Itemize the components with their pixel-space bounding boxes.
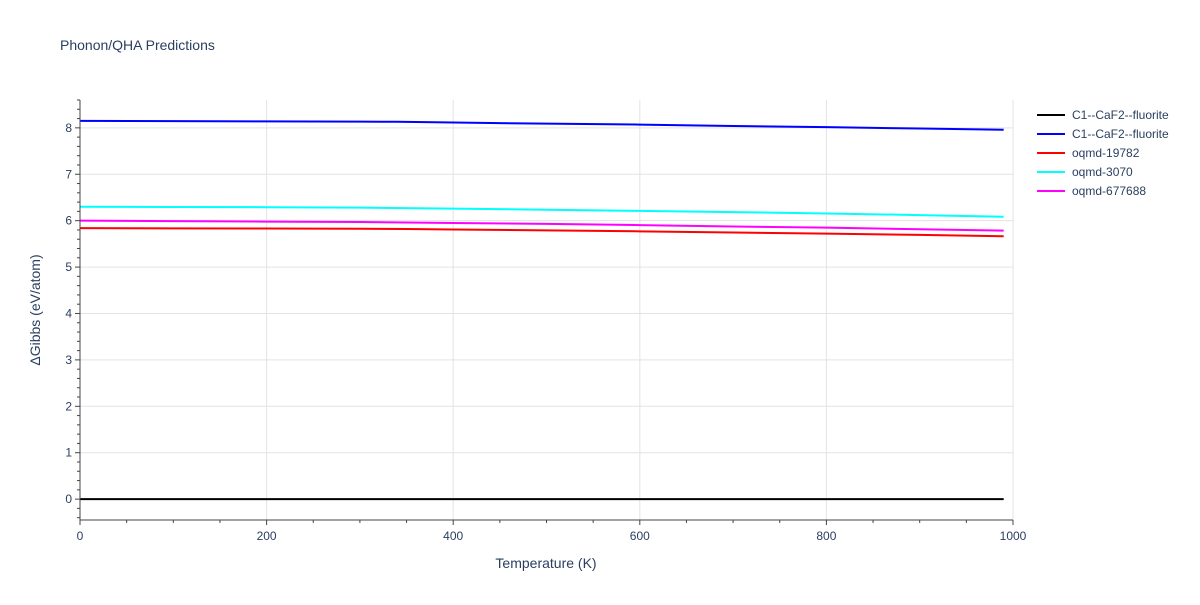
y-tick-label: 4 [65, 306, 72, 320]
legend-item-2[interactable]: oqmd-19782 [1037, 146, 1140, 160]
legend-item-1[interactable]: C1--CaF2--fluorite [1037, 127, 1169, 141]
legend-item-4[interactable]: oqmd-677688 [1037, 184, 1146, 198]
legend-label: C1--CaF2--fluorite [1072, 108, 1169, 122]
y-tick-label: 8 [65, 121, 72, 135]
x-tick-label: 1000 [1000, 529, 1027, 543]
series-layer [79, 119, 1004, 501]
series-line-2 [79, 227, 1004, 238]
ticks-layer: 0 200 400 600 800 1000 0 1 2 3 4 5 6 7 8 [65, 99, 1027, 543]
y-axis-title: ΔGibbs (eV/atom) [27, 254, 43, 365]
x-tick-label: 600 [630, 529, 650, 543]
axes-layer [79, 100, 1013, 521]
x-tick-label: 0 [77, 529, 84, 543]
series-line-3 [79, 205, 1004, 218]
x-axis-title: Temperature (K) [495, 555, 596, 571]
series-line-1 [79, 119, 1004, 131]
series-line-4 [79, 219, 1004, 232]
legend-item-3[interactable]: oqmd-3070 [1037, 165, 1133, 179]
legend-label: oqmd-19782 [1072, 146, 1140, 160]
grid-layer [80, 100, 1014, 520]
y-tick-label: 3 [65, 353, 72, 367]
legend-item-0[interactable]: C1--CaF2--fluorite [1037, 108, 1169, 122]
legend-label: C1--CaF2--fluorite [1072, 127, 1169, 141]
x-tick-label: 400 [443, 529, 463, 543]
y-tick-label: 2 [65, 399, 72, 413]
chart-title: Phonon/QHA Predictions [60, 37, 215, 53]
legend-label: oqmd-677688 [1072, 184, 1146, 198]
y-tick-label: 5 [65, 260, 72, 274]
y-tick-label: 7 [65, 167, 72, 181]
x-tick-label: 200 [257, 529, 277, 543]
y-tick-label: 0 [65, 492, 72, 506]
legend-label: oqmd-3070 [1072, 165, 1133, 179]
y-tick-label: 6 [65, 214, 72, 228]
x-tick-label: 800 [816, 529, 836, 543]
y-tick-label: 1 [65, 446, 72, 460]
legend: C1--CaF2--fluorite C1--CaF2--fluorite oqmd… [1037, 108, 1169, 198]
